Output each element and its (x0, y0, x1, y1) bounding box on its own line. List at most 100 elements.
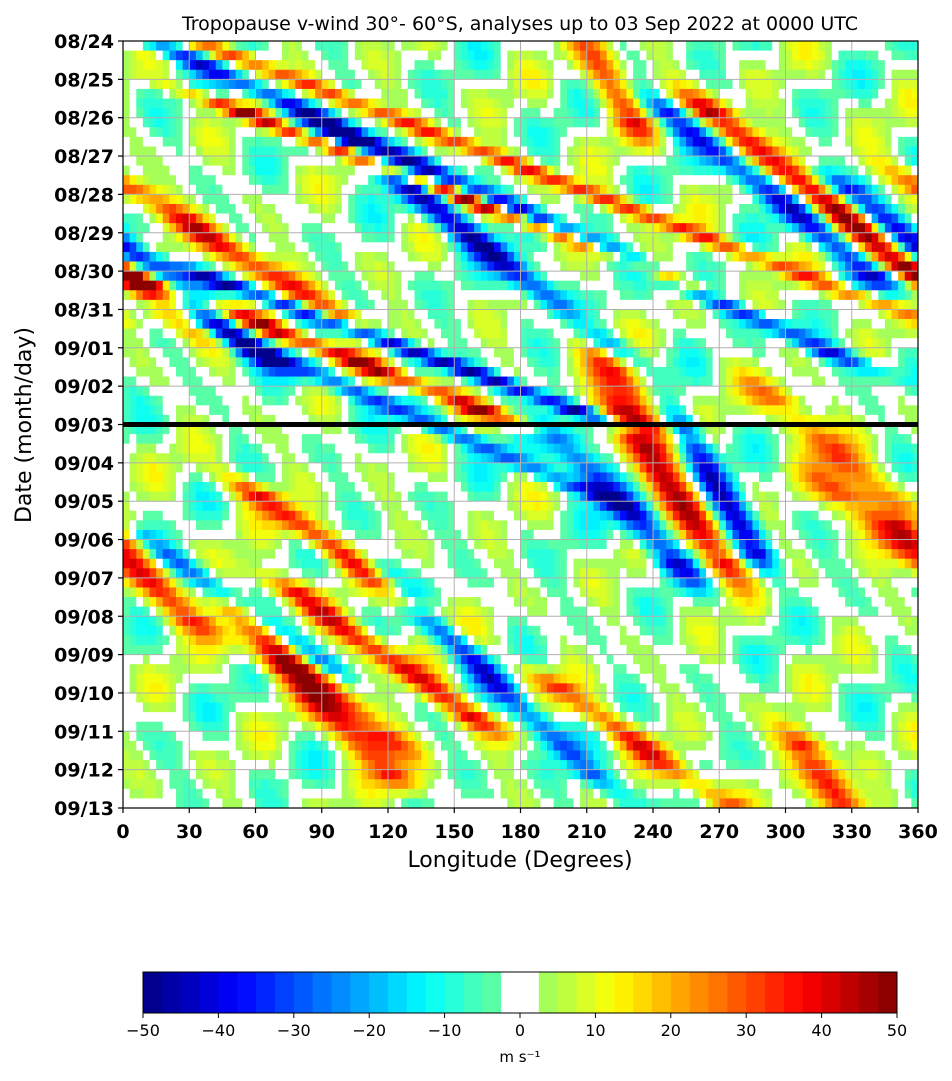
contour-cell (825, 69, 833, 80)
contour-cell (871, 290, 879, 301)
contour-cell (500, 328, 508, 339)
contour-cell (547, 357, 555, 368)
contour-cell (394, 136, 402, 148)
contour-cell (911, 414, 918, 426)
contour-cell (388, 347, 396, 358)
contour-cell (374, 136, 382, 148)
contour-cell (639, 98, 647, 109)
contour-cell (222, 50, 230, 61)
contour-cell (156, 50, 164, 61)
contour-cell (527, 319, 535, 330)
contour-cell (792, 156, 800, 167)
contour-cell (884, 424, 893, 435)
contour-cell (242, 319, 250, 330)
contour-cell (533, 405, 541, 416)
contour-cell (573, 203, 581, 215)
contour-cell (765, 165, 773, 176)
contour-cell (580, 347, 588, 358)
contour-cell (540, 395, 548, 406)
contour-cell (328, 41, 336, 52)
contour-cell (301, 386, 310, 397)
contour-cell (540, 242, 548, 253)
contour-cell (653, 184, 661, 195)
contour-cell (235, 60, 243, 71)
contour-cell (288, 108, 296, 119)
contour-cell (434, 108, 442, 119)
contour-cell (858, 69, 866, 80)
contour-cell (838, 290, 846, 301)
contour-cell (282, 338, 290, 349)
contour-cell (725, 223, 734, 234)
contour-cell (460, 395, 469, 406)
contour-cell (189, 213, 197, 224)
contour-cell (666, 108, 674, 119)
contour-cell (858, 88, 866, 100)
contour-cell (653, 309, 661, 320)
contour-cell (441, 280, 449, 291)
contour-cell (679, 309, 687, 320)
contour-cell (162, 261, 170, 272)
contour-cell (162, 165, 170, 176)
contour-cell (421, 175, 429, 186)
contour-cell (732, 280, 740, 291)
contour-cell (209, 414, 217, 426)
contour-cell (858, 424, 866, 435)
contour-cell (149, 108, 157, 119)
contour-cell (712, 203, 720, 215)
contour-cell (653, 299, 661, 311)
contour-cell (441, 338, 449, 349)
contour-cell (692, 309, 700, 320)
contour-cell (639, 251, 647, 263)
contour-cell (679, 251, 687, 263)
contour-cell (123, 175, 131, 186)
contour-cell (467, 136, 475, 148)
contour-cell (407, 146, 416, 157)
contour-cell (639, 414, 647, 426)
contour-cell (136, 69, 144, 80)
contour-cell (315, 146, 323, 157)
contour-cell (162, 414, 170, 426)
contour-cell (321, 290, 329, 301)
contour-cell (142, 223, 151, 234)
contour-cell (494, 108, 502, 119)
contour-cell (752, 338, 760, 349)
contour-cell (255, 357, 263, 368)
contour-cell (414, 405, 422, 416)
contour-cell (560, 117, 568, 128)
contour-cell (222, 261, 230, 272)
contour-cell (692, 261, 700, 272)
contour-cell (646, 165, 654, 176)
contour-cell (255, 299, 263, 311)
contour-cell (487, 117, 495, 128)
contour-cell (891, 414, 899, 426)
contour-cell (275, 98, 283, 109)
contour-cell (427, 69, 435, 80)
contour-cell (600, 213, 608, 224)
contour-cell (633, 347, 641, 358)
contour-cell (533, 108, 541, 119)
contour-cell (891, 203, 899, 215)
contour-cell (865, 232, 873, 243)
contour-cell (904, 414, 912, 426)
contour-cell (301, 88, 310, 100)
contour-cell (666, 60, 674, 71)
contour-cell (268, 79, 276, 90)
contour-cell (898, 242, 906, 253)
contour-cell (851, 136, 859, 148)
contour-cell (725, 232, 734, 243)
contour-cell (156, 146, 164, 157)
contour-cell (354, 261, 363, 272)
contour-cell (772, 108, 780, 119)
contour-cell (328, 98, 336, 109)
contour-cell (639, 424, 647, 435)
contour-cell (454, 309, 462, 320)
contour-cell (646, 223, 654, 234)
contour-cell (898, 328, 906, 339)
contour-cell (421, 88, 429, 100)
contour-cell (341, 309, 349, 320)
contour-cell (149, 213, 157, 224)
contour-cell (692, 319, 700, 330)
contour-cell (136, 366, 144, 378)
contour-cell (838, 175, 846, 186)
contour-cell (692, 165, 700, 176)
